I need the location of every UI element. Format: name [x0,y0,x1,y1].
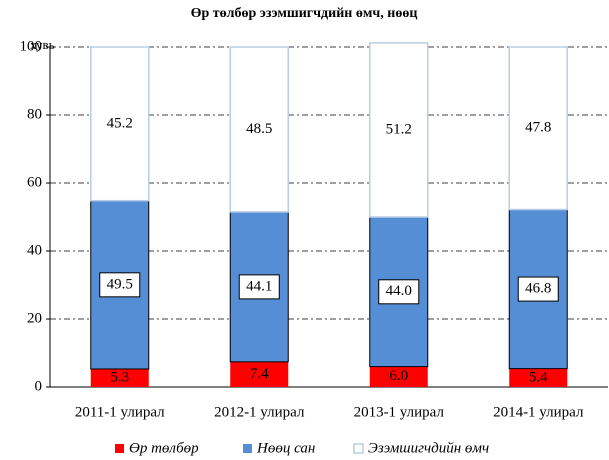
value-label-box [517,276,559,302]
y-tick-label: 0 [35,378,43,394]
legend-swatch [243,444,252,453]
y-tick-label: 60 [27,174,42,190]
x-tick-label: 2013-1 улирал [354,404,445,420]
value-label-box [378,279,420,305]
legend-swatch [353,443,364,454]
y-tick-label: 40 [27,242,42,258]
value-label: 6.0 [389,368,408,384]
bar-segment [90,46,150,202]
x-tick-label: 2012-1 улирал [214,404,305,420]
legend-label: Нөөц сан [256,440,315,456]
y-axis-label: хувь [30,37,55,52]
value-label: 49.5 [107,276,133,292]
legend-label: Эзэмшигчдийн өмч [368,440,489,456]
value-label: 44.1 [246,278,272,294]
value-label: 5.3 [110,369,129,385]
value-label: 5.4 [529,369,548,385]
legend-label: Өр төлбөр [129,440,199,456]
bar-segment [229,46,289,213]
bar-segment [230,361,289,387]
bar-segment [369,42,429,218]
chart-title: Өр төлбөр эзэмшигчдийн өмч, нөөц [191,6,418,21]
y-tick-label: 20 [27,310,42,326]
x-tick-label: 2014-1 улирал [493,404,584,420]
value-label: 46.8 [525,281,551,297]
bar-segment [509,368,568,387]
value-label-box [99,272,141,298]
bar-segment [369,366,428,387]
value-label: 47.8 [525,120,551,136]
y-tick-label: 100 [20,38,43,54]
value-label: 51.2 [386,121,412,137]
x-tick-label: 2011-1 улирал [75,404,165,420]
bar-segment [90,368,149,387]
bar-segment [508,46,568,211]
legend-swatch [115,444,124,453]
y-tick-label: 80 [27,106,42,122]
value-label: 44.0 [386,283,412,299]
value-label: 45.2 [107,115,133,131]
value-label: 7.4 [250,366,269,382]
value-label: 48.5 [246,121,272,137]
value-label-box [238,274,280,300]
